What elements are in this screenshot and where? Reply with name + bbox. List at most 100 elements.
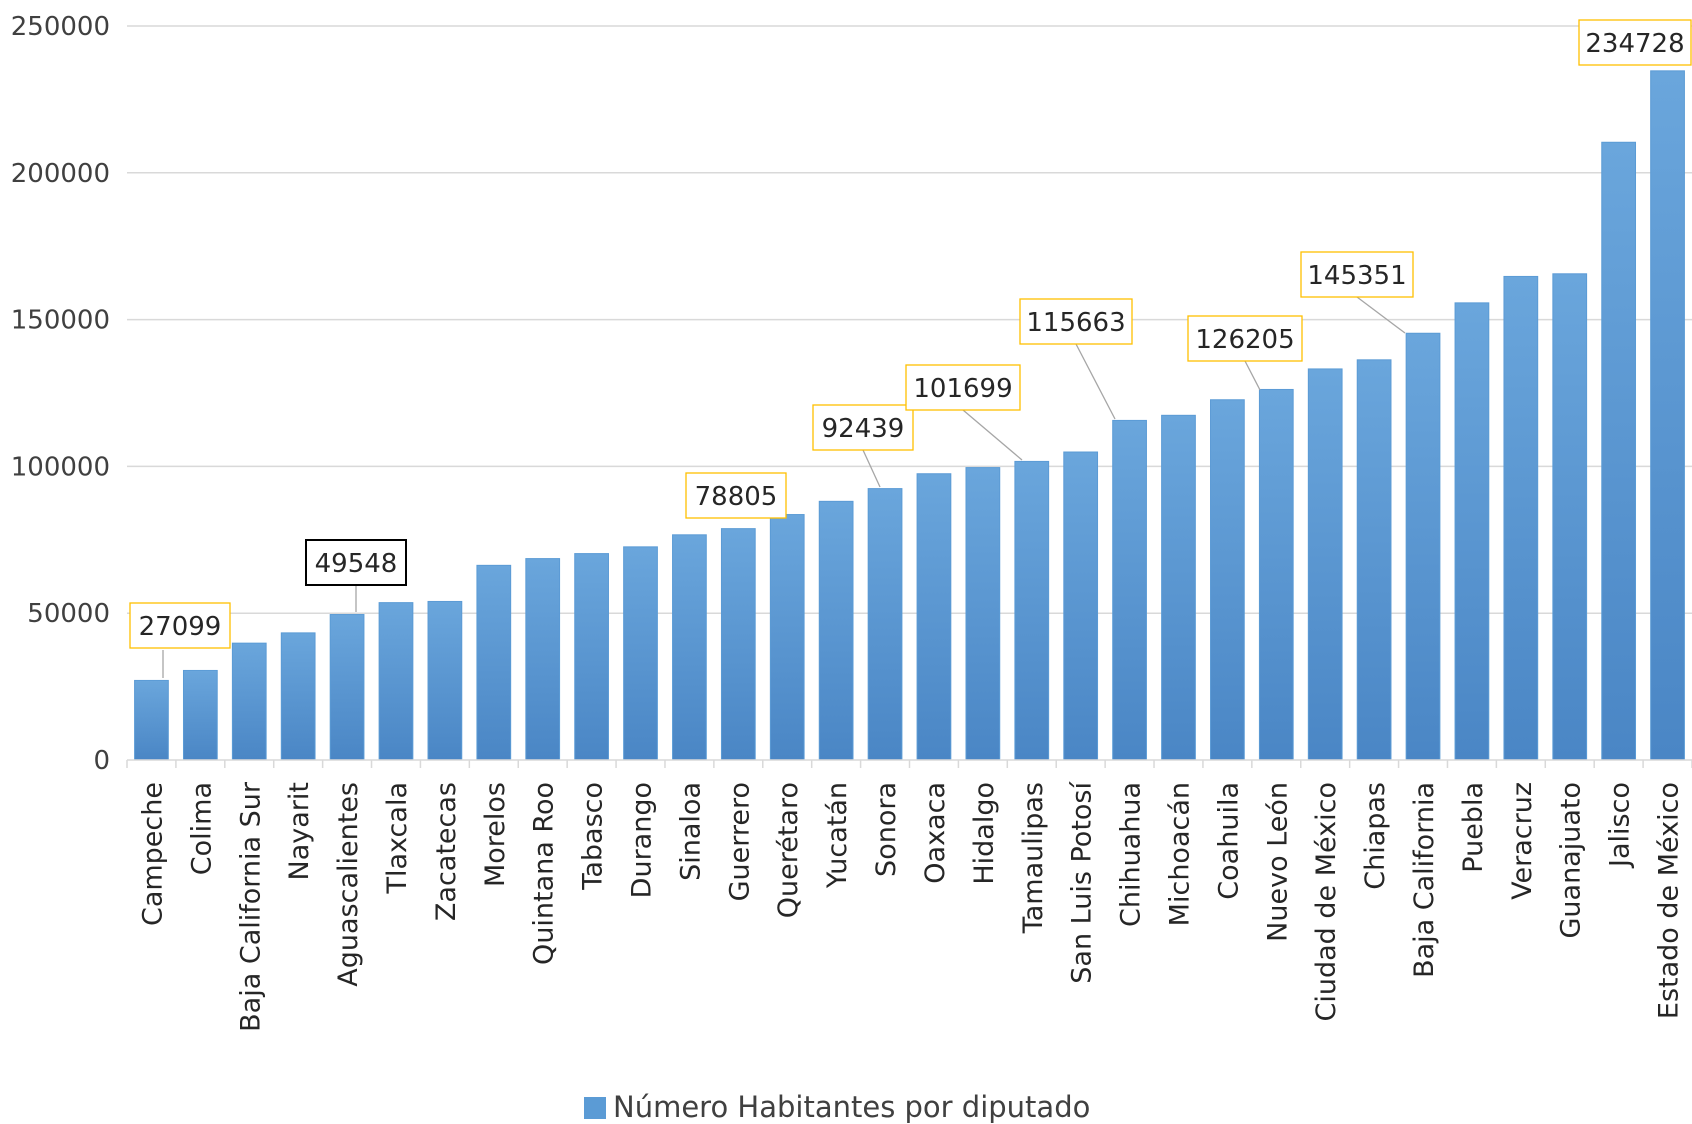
data-label-box (812, 404, 914, 451)
bar (1063, 451, 1099, 761)
bars (134, 70, 1685, 761)
data-label-box (1019, 298, 1133, 345)
bar (1258, 388, 1294, 761)
x-tick-label: Quintana Roo (529, 782, 560, 965)
bar (1552, 273, 1588, 761)
data-label: 78805 (685, 472, 787, 519)
x-tick-label: Guerrero (724, 782, 755, 901)
bar (182, 669, 218, 761)
data-label-box (1187, 315, 1303, 362)
bar (525, 558, 561, 761)
data-label-leader (862, 449, 881, 488)
data-label-text: 27099 (139, 612, 222, 642)
bar (1650, 70, 1685, 761)
data-label-text: 115663 (1026, 308, 1125, 338)
x-tick-label: Nayarit (284, 782, 315, 880)
y-tick-label: 100000 (11, 452, 110, 482)
x-tick-label: Sinaloa (675, 782, 706, 881)
y-tick-label: 250000 (11, 12, 110, 42)
data-label-text: 92439 (822, 414, 905, 444)
bar (867, 488, 903, 761)
bar (1307, 368, 1343, 761)
y-tick-label: 50000 (27, 599, 110, 629)
legend-swatch (584, 1097, 606, 1119)
data-label-box (905, 364, 1021, 411)
x-tick-label: Chihuahua (1116, 782, 1147, 927)
x-tick-label: Colima (186, 782, 217, 875)
data-label-box (1578, 19, 1692, 66)
data-label: 234728 (1578, 19, 1692, 66)
data-label-box (685, 472, 787, 519)
data-label-text: 78805 (695, 482, 778, 512)
data-label: 101699 (905, 364, 1023, 461)
bar (1503, 275, 1539, 761)
data-label: 92439 (812, 404, 914, 488)
y-tick-label: 0 (93, 746, 110, 776)
bar (1356, 359, 1392, 761)
bar (1014, 460, 1050, 761)
data-label-text: 49548 (315, 549, 398, 579)
bar (574, 553, 609, 761)
data-label-text: 234728 (1585, 29, 1684, 59)
x-tick-label: Coahuila (1213, 782, 1244, 900)
x-tick-label: Baja California (1409, 782, 1440, 978)
x-tick-label: Tamaulipas (1018, 782, 1049, 934)
bar (672, 534, 707, 761)
x-tick-label: Baja California Sur (235, 781, 266, 1032)
data-label-leader (1244, 360, 1261, 391)
y-axis-ticks: 0 50000 100000 150000 200000 250000 (11, 12, 110, 776)
bar (1454, 302, 1490, 761)
bar (427, 600, 463, 761)
data-label-text: 126205 (1195, 325, 1294, 355)
legend: Número Habitantes por diputado (584, 1090, 1090, 1124)
x-tick-label: Guanajuato (1556, 782, 1587, 939)
x-tick-label: Jalisco (1605, 782, 1636, 869)
x-tick-label: Estado de México (1654, 782, 1685, 1019)
bar (965, 467, 1001, 761)
data-label-leader (1075, 343, 1116, 420)
x-tick-label: Morelos (480, 782, 511, 887)
bar (378, 602, 414, 761)
x-tick-label: Zacatecas (431, 782, 462, 921)
data-label-box (129, 602, 231, 649)
bar (1112, 419, 1147, 761)
x-tick-label: Nuevo León (1262, 782, 1293, 942)
data-label: 126205 (1187, 315, 1303, 391)
bar (476, 564, 512, 761)
x-tick-label: Yucatán (822, 782, 853, 889)
bar (720, 528, 756, 761)
x-tick-label: Tlaxcala (382, 782, 413, 894)
bar (818, 500, 854, 761)
x-tick-label: Oaxaca (920, 782, 951, 884)
x-tick-label: Veracruz (1507, 782, 1538, 900)
x-tick-label: Tabasco (578, 782, 609, 891)
legend-label: Número Habitantes por diputado (613, 1090, 1090, 1124)
bar (134, 679, 169, 761)
bar (280, 632, 316, 761)
data-label-box (1300, 251, 1414, 298)
data-label: 27099 (129, 602, 231, 678)
x-tick-label: Ciudad de México (1311, 782, 1342, 1021)
x-tick-label: Querétaro (773, 782, 804, 918)
bar (623, 546, 658, 761)
bar (916, 473, 952, 761)
data-label-box (305, 539, 407, 586)
data-label: 115663 (1019, 298, 1133, 420)
x-tick-label: San Luis Potosí (1067, 781, 1098, 984)
x-tick-label: Hidalgo (969, 782, 1000, 885)
x-axis-ticks: Campeche Colima Baja California Sur Nayarit… (126, 760, 1692, 1032)
y-tick-label: 150000 (11, 306, 110, 336)
bar (1210, 399, 1245, 761)
x-tick-label: Aguascalientes (333, 782, 364, 987)
x-tick-label: Chiapas (1360, 782, 1391, 890)
bar (1405, 332, 1441, 761)
data-label-text: 101699 (913, 374, 1012, 404)
data-label: 49548 (305, 539, 407, 612)
bar (231, 642, 267, 761)
bar (1161, 414, 1196, 761)
data-label-leader (1356, 296, 1406, 334)
x-tick-label: Durango (627, 782, 658, 898)
bar (329, 614, 365, 761)
